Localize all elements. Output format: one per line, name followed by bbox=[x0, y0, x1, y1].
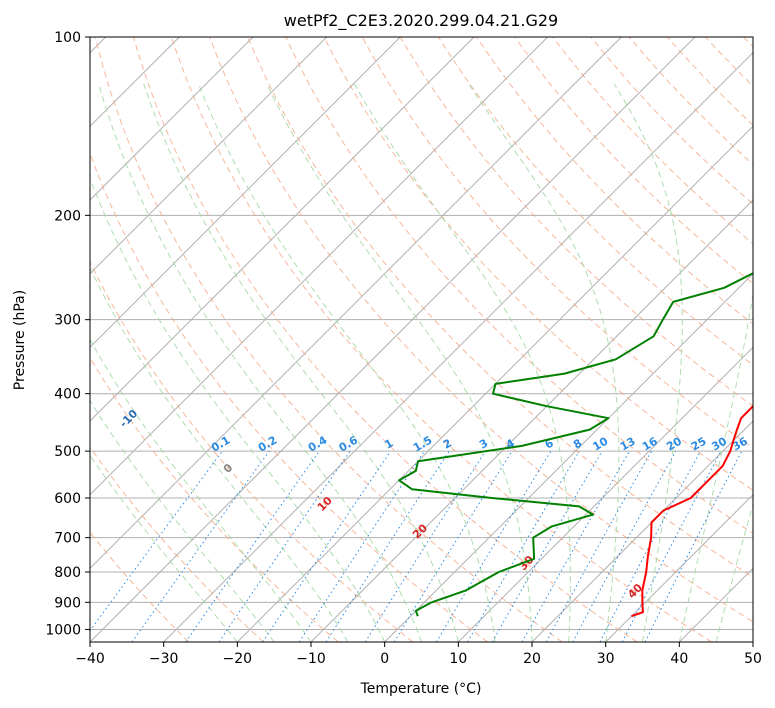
isobar-grid bbox=[90, 37, 753, 630]
chart-title: wetPf2_C2E3.2020.299.04.21.G29 bbox=[284, 11, 558, 31]
mixing-ratio-line bbox=[90, 450, 223, 632]
x-tick-label: 10 bbox=[449, 651, 467, 667]
mixing-ratio-line bbox=[364, 450, 486, 642]
dry-adiabat bbox=[361, 37, 753, 449]
dry-adiabat bbox=[209, 37, 753, 623]
moist-adiabat bbox=[468, 83, 620, 642]
profile-series bbox=[398, 271, 753, 618]
plot-frame bbox=[89, 36, 754, 643]
dry-adiabat bbox=[94, 37, 563, 642]
moist-adiabat bbox=[266, 83, 533, 642]
x-tick-label: −20 bbox=[223, 651, 253, 667]
isotherm-line bbox=[531, 420, 753, 642]
y-axis-title: Pressure (hPa) bbox=[12, 290, 28, 390]
x-tick-label: 50 bbox=[744, 651, 762, 667]
mixing-ratio-line bbox=[435, 450, 552, 642]
isotherm-line bbox=[384, 272, 753, 642]
isotherm-line bbox=[163, 51, 753, 642]
dry-adiabat bbox=[476, 37, 753, 325]
dry-adiabat bbox=[247, 37, 753, 578]
moist-adiabat bbox=[143, 83, 459, 642]
moist-adiabat bbox=[353, 83, 571, 642]
isotherm-line bbox=[236, 125, 753, 642]
dry-adiabat bbox=[399, 37, 753, 407]
x-tick-label: 20 bbox=[523, 651, 541, 667]
moist-adiabat bbox=[198, 83, 496, 642]
mixing-ratio-line bbox=[491, 450, 603, 642]
mixing-ratio-line bbox=[545, 450, 653, 642]
plot-area: 0.10.20.40.611.52346810131620253036-100-… bbox=[90, 37, 753, 642]
dry-adiabat bbox=[323, 37, 753, 491]
y-tick-label: 800 bbox=[54, 565, 81, 581]
mixing-ratio-line bbox=[393, 450, 513, 642]
y-tick-label: 300 bbox=[54, 313, 81, 329]
y-tick-label: 500 bbox=[54, 444, 81, 460]
dewpoint-profile-line bbox=[398, 271, 753, 617]
y-tick-label: 100 bbox=[54, 30, 81, 46]
y-tick-label: 1000 bbox=[45, 622, 81, 638]
y-tick-label: 600 bbox=[54, 491, 81, 507]
moist-adiabat bbox=[98, 83, 422, 642]
x-axis-title: Temperature (°C) bbox=[360, 681, 482, 697]
isotherm-line bbox=[90, 37, 622, 570]
x-tick-label: −30 bbox=[149, 651, 179, 667]
dry-adiabats bbox=[90, 37, 753, 642]
moist-adiabat bbox=[678, 291, 753, 642]
isotherm-line bbox=[457, 346, 753, 642]
dry-adiabat bbox=[90, 446, 264, 642]
dry-adiabat bbox=[90, 260, 414, 642]
x-tick-label: −10 bbox=[296, 651, 326, 667]
dry-adiabat bbox=[628, 37, 753, 166]
y-tick-label: 200 bbox=[54, 208, 81, 224]
isotherm-line bbox=[605, 493, 753, 642]
mixing-ratio-line bbox=[521, 450, 630, 642]
x-tick-label: 30 bbox=[597, 651, 615, 667]
mixing-ratio-line bbox=[572, 450, 677, 642]
x-tick-label: 40 bbox=[670, 651, 688, 667]
x-axis-ticks: −40 −30 −20 −10 0 10 20 30 40 50 bbox=[75, 642, 762, 667]
y-tick-label: 700 bbox=[54, 531, 81, 547]
y-tick-label: 400 bbox=[54, 387, 81, 403]
isotherm-line bbox=[90, 37, 696, 642]
y-axis-ticks: 100 200 300 400 500 600 700 800 900 1000 bbox=[45, 30, 90, 638]
moist-adiabat bbox=[90, 454, 238, 642]
dry-adiabat bbox=[132, 37, 638, 642]
mixing-ratio-line bbox=[185, 450, 320, 642]
isotherm-line bbox=[90, 37, 328, 275]
mixing-ratio-line bbox=[467, 450, 580, 642]
y-tick-label: 900 bbox=[54, 595, 81, 611]
isotherm-line bbox=[90, 37, 254, 201]
isotherm-grid bbox=[90, 37, 753, 642]
mixing-ratio-lines bbox=[90, 450, 743, 642]
x-tick-label: −40 bbox=[75, 651, 105, 667]
dry-adiabat bbox=[514, 37, 753, 285]
temperature-profile-line bbox=[631, 404, 753, 618]
moist-adiabat bbox=[90, 176, 386, 642]
moist-adiabat bbox=[613, 83, 683, 642]
mixing-ratio-line bbox=[131, 450, 270, 642]
isotherm-line bbox=[90, 37, 549, 496]
isotherm-line bbox=[90, 37, 401, 349]
mixing-ratio-line bbox=[325, 450, 450, 642]
x-tick-label: 0 bbox=[380, 651, 389, 667]
